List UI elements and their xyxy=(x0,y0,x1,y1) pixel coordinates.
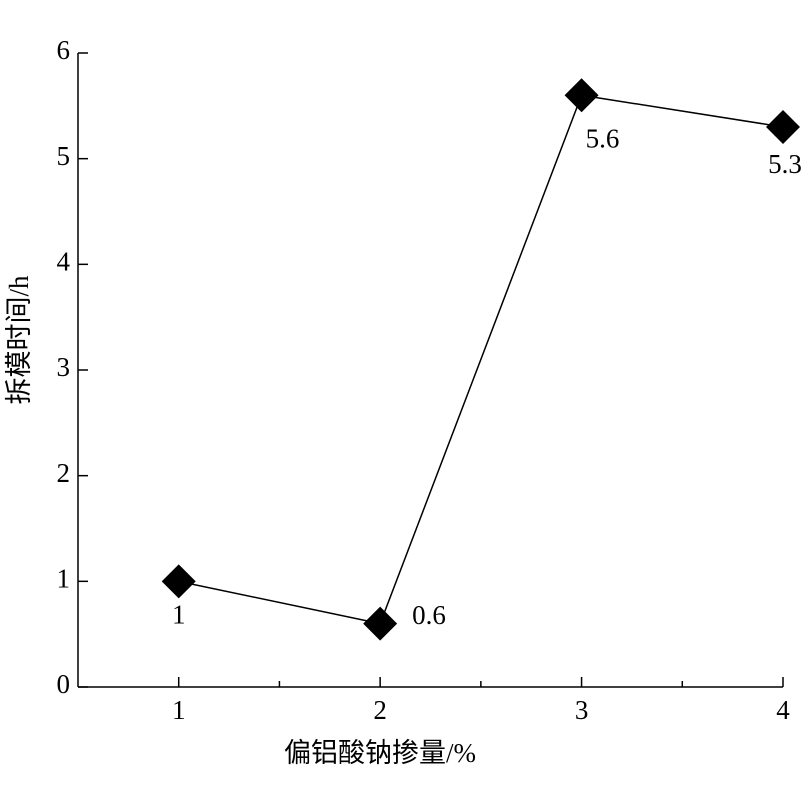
y-tick-label: 0 xyxy=(57,669,71,699)
marker xyxy=(564,78,599,113)
x-tick-label: 3 xyxy=(575,695,589,725)
marker xyxy=(363,606,398,641)
y-tick-label: 4 xyxy=(57,247,71,277)
marker xyxy=(161,564,196,599)
data-label: 5.6 xyxy=(586,123,620,153)
x-tick-label: 1 xyxy=(172,695,186,725)
y-tick-label: 1 xyxy=(57,564,71,594)
y-axis-label: 拆模时间/h xyxy=(4,275,34,405)
x-axis-label: 偏铝酸钠掺量/% xyxy=(284,738,476,768)
y-tick-label: 3 xyxy=(57,352,71,382)
y-tick-label: 2 xyxy=(57,458,71,488)
data-label: 1 xyxy=(172,600,186,630)
x-tick-label: 2 xyxy=(373,695,387,725)
marker xyxy=(766,109,800,144)
y-tick-label: 5 xyxy=(57,141,71,171)
data-label: 0.6 xyxy=(412,600,446,630)
y-tick-label: 6 xyxy=(57,35,71,65)
data-line xyxy=(178,94,784,625)
x-tick-label: 4 xyxy=(776,695,790,725)
data-label: 5.3 xyxy=(768,149,802,179)
